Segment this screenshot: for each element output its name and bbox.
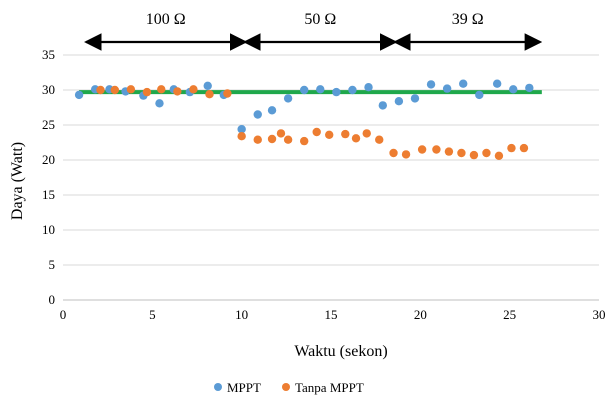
data-point-tanpa-mppt-22 <box>401 150 411 159</box>
data-point-tanpa-mppt-4 <box>157 85 166 94</box>
data-point-mppt-5 <box>155 99 164 108</box>
legend: MPPT Tanpa MPPT <box>214 380 364 395</box>
data-point-tanpa-mppt-15 <box>312 127 321 137</box>
x-tick-label-25: 25 <box>503 307 516 322</box>
data-point-tanpa-mppt-28 <box>482 148 491 158</box>
data-point-mppt-24 <box>459 79 468 88</box>
legend-label-tanpa-mppt: Tanpa MPPT <box>295 380 364 395</box>
data-point-tanpa-mppt-17 <box>341 129 350 139</box>
data-point-tanpa-mppt-5 <box>173 87 182 96</box>
region-label-0: 100 Ω <box>146 11 186 28</box>
data-point-tanpa-mppt-10 <box>253 135 262 144</box>
y-axis-title: Daya (Watt) <box>9 142 26 220</box>
y-tick-label-5: 5 <box>49 257 56 272</box>
data-point-mppt-26 <box>492 79 502 88</box>
axes: 0 5 10 15 20 25 30 35 0 5 10 15 20 25 30 <box>42 47 606 322</box>
data-point-tanpa-mppt-24 <box>432 145 441 154</box>
region-label-2: 39 Ω <box>452 11 484 28</box>
data-point-tanpa-mppt-7 <box>205 90 214 99</box>
data-point-mppt-13 <box>283 94 293 103</box>
data-point-tanpa-mppt-23 <box>417 145 427 154</box>
data-point-tanpa-mppt-12 <box>276 129 286 138</box>
legend-marker-tanpa-mppt <box>282 383 290 391</box>
data-point-mppt-16 <box>332 87 341 97</box>
data-point-tanpa-mppt-16 <box>325 130 334 139</box>
data-point-mppt-20 <box>394 97 404 106</box>
x-tick-label-5: 5 <box>149 307 156 322</box>
data-point-mppt-28 <box>525 83 534 93</box>
y-tick-label-10: 10 <box>42 222 55 237</box>
data-point-tanpa-mppt-8 <box>223 89 232 98</box>
data-point-mppt-15 <box>316 85 325 94</box>
x-tick-label-15: 15 <box>325 307 338 322</box>
data-point-tanpa-mppt-26 <box>457 148 466 158</box>
x-tick-label-20: 20 <box>414 307 427 322</box>
data-point-mppt-23 <box>442 84 452 93</box>
data-point-mppt-18 <box>364 83 373 92</box>
data-point-tanpa-mppt-9 <box>237 132 246 141</box>
data-point-mppt-17 <box>348 85 357 95</box>
data-points <box>74 79 534 160</box>
y-tick-label-30: 30 <box>42 82 55 97</box>
data-point-mppt-12 <box>267 106 277 115</box>
data-point-tanpa-mppt-29 <box>494 151 504 160</box>
data-point-tanpa-mppt-6 <box>189 85 198 94</box>
data-point-tanpa-mppt-19 <box>362 129 371 138</box>
y-tick-label-15: 15 <box>42 187 55 202</box>
data-point-mppt-0 <box>74 90 84 100</box>
x-tick-label-0: 0 <box>60 307 67 322</box>
y-tick-label-0: 0 <box>49 292 56 307</box>
region-label-1: 50 Ω <box>304 11 336 28</box>
legend-marker-mppt <box>214 383 222 391</box>
data-point-mppt-14 <box>300 85 309 95</box>
data-point-tanpa-mppt-20 <box>375 135 384 144</box>
x-axis-title: Waktu (sekon) <box>294 343 387 360</box>
legend-label-mppt: MPPT <box>227 380 261 395</box>
data-point-tanpa-mppt-3 <box>142 87 152 97</box>
data-point-tanpa-mppt-25 <box>444 147 454 156</box>
data-point-mppt-10 <box>237 125 246 134</box>
load-regions: 100 Ω 50 Ω 39 Ω <box>84 11 543 51</box>
data-point-tanpa-mppt-21 <box>389 148 398 158</box>
data-point-tanpa-mppt-14 <box>300 136 309 146</box>
data-point-tanpa-mppt-30 <box>507 143 516 153</box>
data-point-mppt-21 <box>410 94 420 103</box>
data-point-tanpa-mppt-27 <box>469 150 479 160</box>
x-tick-label-30: 30 <box>593 307 606 322</box>
data-point-mppt-11 <box>253 110 262 119</box>
data-point-mppt-19 <box>378 101 388 110</box>
data-point-tanpa-mppt-1 <box>110 85 120 95</box>
data-point-tanpa-mppt-11 <box>267 134 277 144</box>
y-tick-label-35: 35 <box>42 47 55 62</box>
data-point-mppt-27 <box>509 85 518 94</box>
data-point-tanpa-mppt-31 <box>519 143 529 153</box>
data-point-tanpa-mppt-13 <box>283 135 293 144</box>
gridlines <box>63 54 599 266</box>
data-point-tanpa-mppt-0 <box>96 85 105 95</box>
data-point-tanpa-mppt-2 <box>126 85 136 94</box>
y-tick-label-20: 20 <box>42 152 55 167</box>
data-point-mppt-8 <box>203 81 212 91</box>
y-tick-label-25: 25 <box>42 117 55 132</box>
data-point-mppt-25 <box>475 90 484 100</box>
x-tick-label-10: 10 <box>235 307 248 322</box>
data-point-mppt-22 <box>426 80 436 89</box>
data-point-tanpa-mppt-18 <box>351 134 361 143</box>
